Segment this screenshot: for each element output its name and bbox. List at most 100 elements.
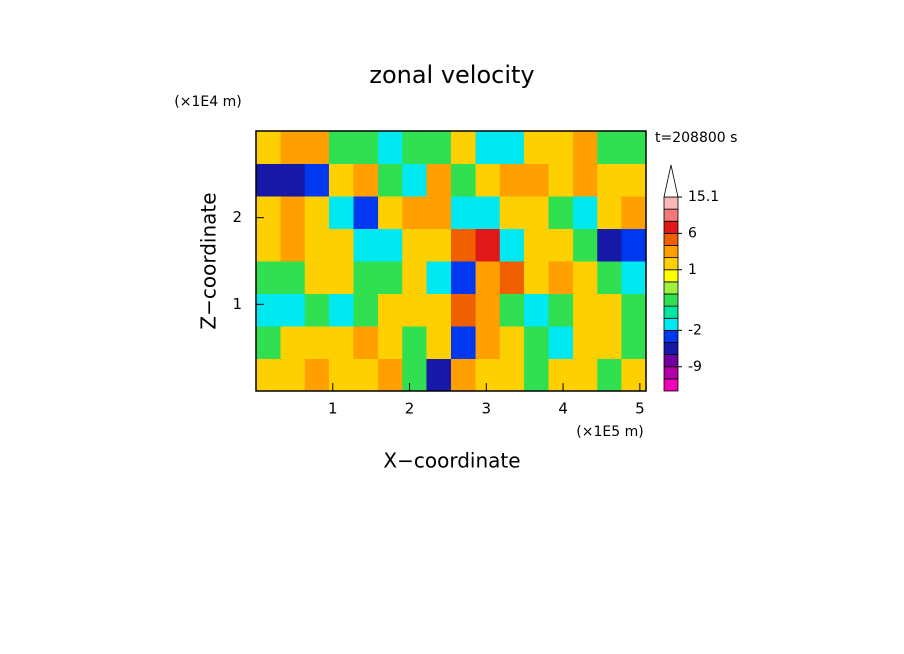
- field-cell: [328, 326, 354, 359]
- field-cell: [402, 293, 427, 327]
- field-cell: [280, 228, 306, 262]
- field-cell: [328, 261, 354, 294]
- field-cell: [523, 163, 549, 197]
- x-tick-label: 5: [635, 400, 645, 418]
- field-cell: [523, 228, 549, 262]
- field-cell: [523, 261, 549, 294]
- field-cell: [378, 163, 403, 197]
- field-cell: [304, 326, 330, 359]
- colorbar-box: [663, 257, 679, 271]
- x-tick-label: 2: [405, 400, 415, 418]
- field-cell: [621, 196, 647, 229]
- field-cell: [378, 358, 403, 392]
- field-cell: [548, 326, 574, 359]
- field-cell: [548, 293, 574, 327]
- colorbar-box: [663, 342, 679, 356]
- field-cell: [451, 163, 477, 197]
- field-cell: [402, 358, 427, 392]
- field-cell: [353, 326, 379, 359]
- field-cell: [597, 196, 622, 229]
- field-cell: [426, 326, 452, 359]
- colorbar-tick-label: -9: [688, 359, 702, 375]
- field-cell: [523, 131, 549, 164]
- field-cell: [378, 228, 403, 262]
- field-cell: [378, 261, 403, 294]
- field-cell: [475, 261, 501, 294]
- field-cell: [304, 163, 330, 197]
- field-cell: [499, 261, 525, 294]
- field-cell: [426, 261, 452, 294]
- colorbar-tick-label: 6: [688, 225, 697, 241]
- field-cell: [256, 358, 282, 392]
- field-cell: [451, 358, 477, 392]
- colorbar-box: [663, 232, 679, 246]
- plot-frame: [255, 130, 647, 392]
- field-cell: [426, 196, 452, 229]
- field-cell: [426, 358, 452, 392]
- colorbar-box: [663, 220, 679, 234]
- field-cell: [499, 196, 525, 229]
- field-cell: [402, 131, 427, 164]
- field-cell: [597, 131, 622, 164]
- field-cell: [475, 293, 501, 327]
- colorbar-tick-label: 1: [688, 262, 697, 278]
- field-cell: [304, 261, 330, 294]
- field-cell: [353, 228, 379, 262]
- colorbar-box: [663, 245, 679, 259]
- field-cell: [523, 358, 549, 392]
- field-cell: [280, 261, 306, 294]
- field-cell: [402, 326, 427, 359]
- field-cell: [499, 358, 525, 392]
- field-cell: [573, 196, 598, 229]
- field-cell: [499, 131, 525, 164]
- field-cell: [499, 228, 525, 262]
- field-cell: [475, 131, 501, 164]
- field-cell: [353, 358, 379, 392]
- field-cell: [621, 326, 647, 359]
- x-unit: (×1E5 m): [576, 424, 643, 440]
- field-cell: [378, 131, 403, 164]
- field-cell: [402, 261, 427, 294]
- field-cell: [475, 163, 501, 197]
- field-cell: [328, 293, 354, 327]
- field-cell: [451, 261, 477, 294]
- field-cell: [378, 326, 403, 359]
- field-cell: [328, 163, 354, 197]
- field-cell: [475, 326, 501, 359]
- time-annotation: t=208800 s: [655, 130, 737, 146]
- field-cell: [353, 293, 379, 327]
- y-axis-label: Z−coordinate: [197, 192, 221, 329]
- field-cell: [573, 261, 598, 294]
- field-cell: [499, 293, 525, 327]
- field-cell: [597, 326, 622, 359]
- x-tick-label: 1: [328, 400, 338, 418]
- field-cell: [548, 228, 574, 262]
- field-cell: [280, 326, 306, 359]
- colorbar-box: [663, 196, 679, 210]
- field-cell: [304, 293, 330, 327]
- field-cell: [378, 293, 403, 327]
- field-cell: [402, 196, 427, 229]
- field-cell: [475, 228, 501, 262]
- field-cell: [256, 261, 282, 294]
- field-cell: [353, 131, 379, 164]
- colorbar-box: [663, 208, 679, 222]
- field-cell: [548, 131, 574, 164]
- field-cell: [475, 358, 501, 392]
- x-axis-label: X−coordinate: [383, 449, 520, 473]
- field-cell: [280, 196, 306, 229]
- field-cell: [499, 326, 525, 359]
- field-cell: [304, 358, 330, 392]
- field-cell: [256, 228, 282, 262]
- colorbar-box: [663, 269, 679, 283]
- y-unit: (×1E4 m): [174, 94, 241, 110]
- field-cell: [597, 293, 622, 327]
- field-cell: [548, 261, 574, 294]
- field-cell: [523, 326, 549, 359]
- colorbar-box: [663, 378, 679, 392]
- colorbar-box: [663, 293, 679, 307]
- field-cell: [548, 358, 574, 392]
- field-cell: [597, 228, 622, 262]
- field-cell: [426, 131, 452, 164]
